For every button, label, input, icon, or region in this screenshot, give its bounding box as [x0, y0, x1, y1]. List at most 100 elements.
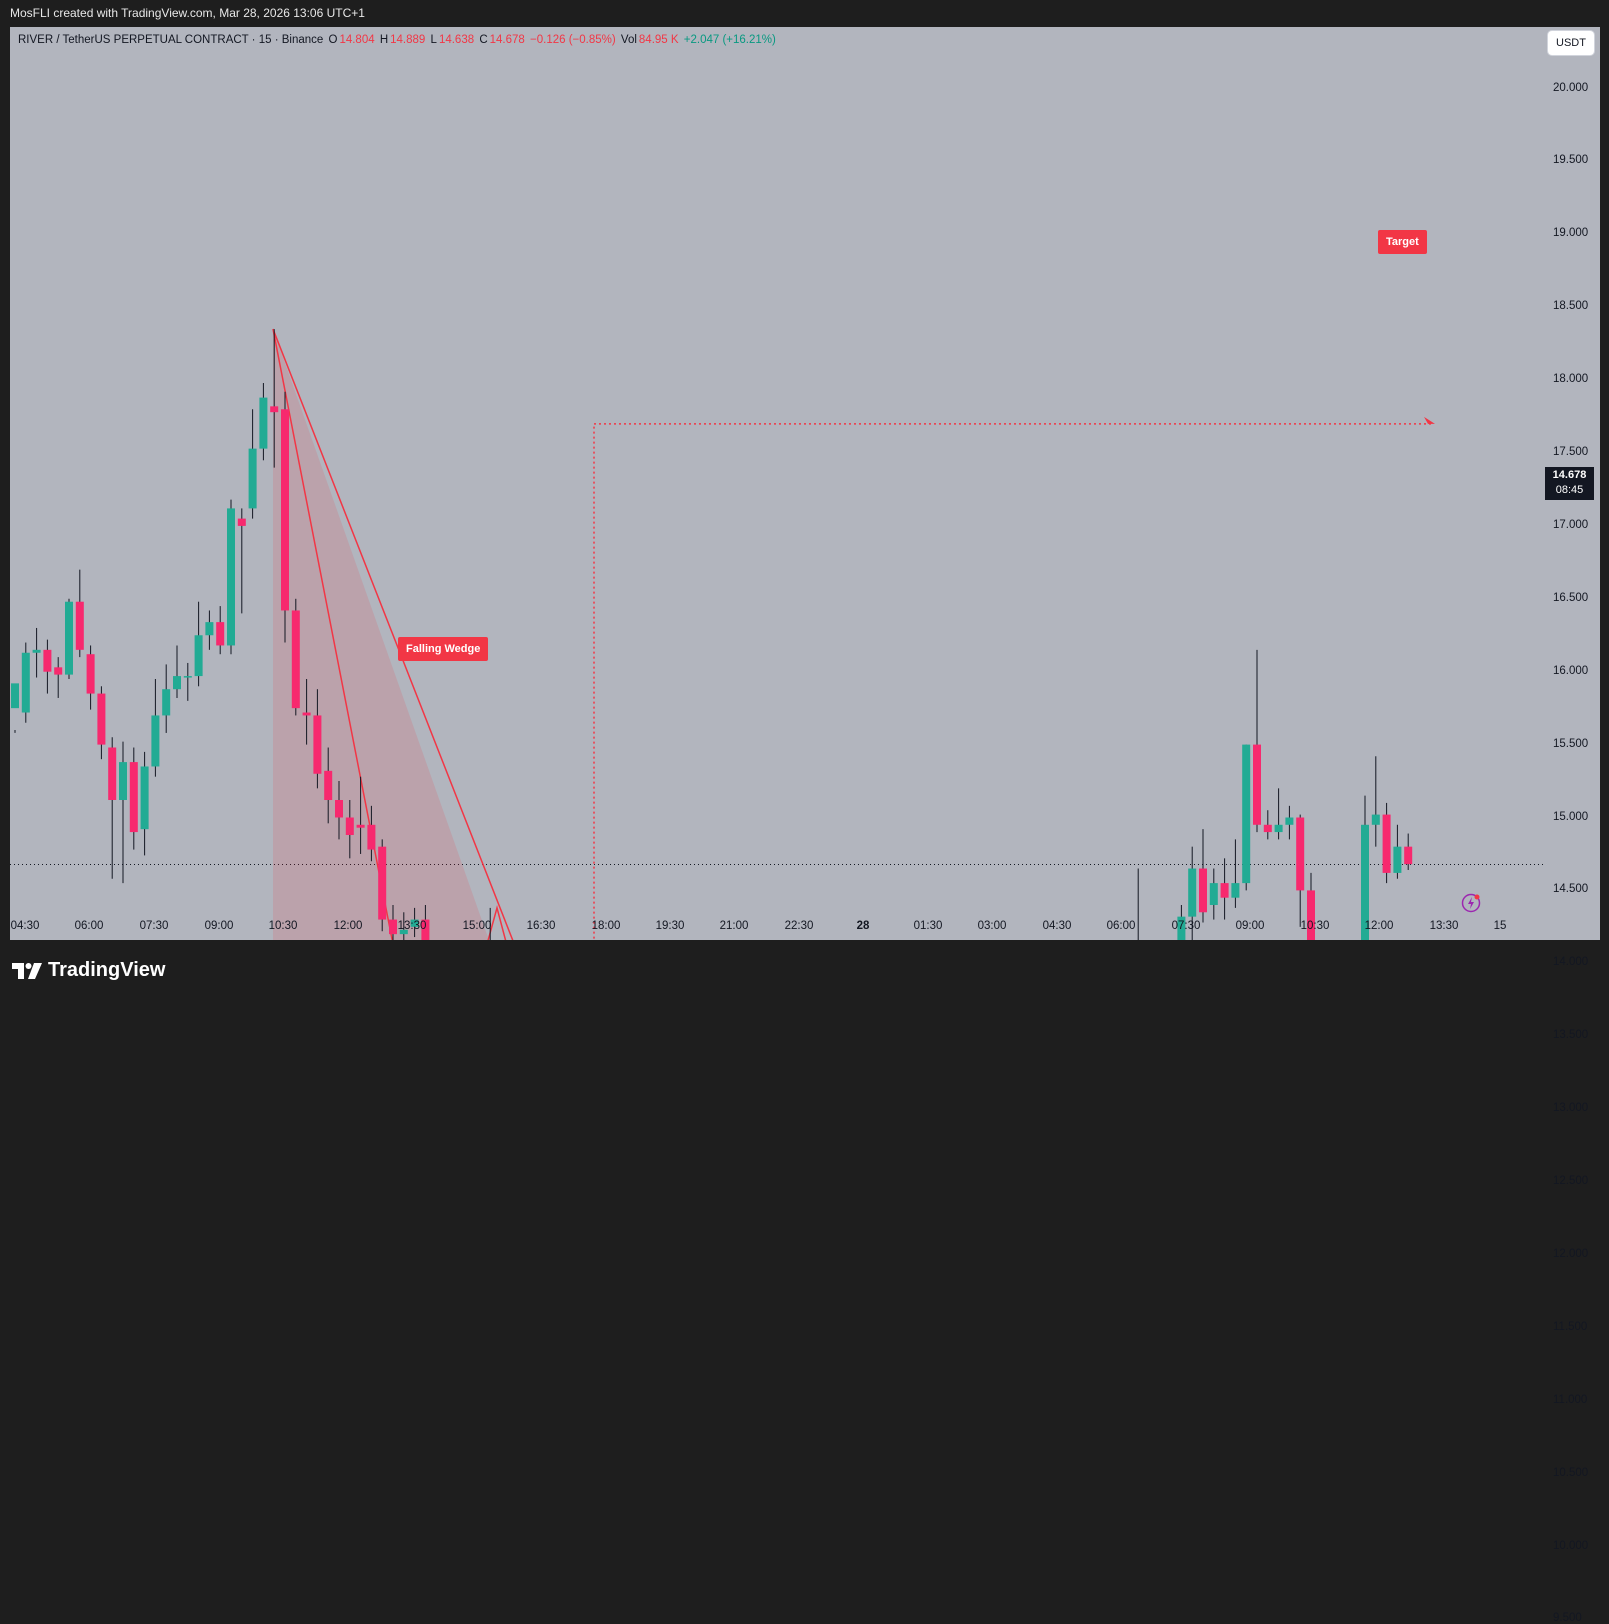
- candle-body: [1188, 868, 1197, 917]
- symbol-legend: RIVER / TetherUS PERPETUAL CONTRACT · 15…: [18, 34, 778, 46]
- candle: [1361, 795, 1369, 940]
- candle-body: [11, 683, 19, 709]
- candle: [259, 383, 268, 461]
- candle: [227, 499, 235, 655]
- candle-body: [389, 919, 397, 935]
- volume-change-value: +2.047 (+16.21%): [683, 34, 776, 46]
- chart-pane[interactable]: RIVER / TetherUS PERPETUAL CONTRACT · 15…: [10, 27, 1600, 1624]
- candle-body: [1361, 824, 1369, 940]
- candle-body: [1307, 890, 1315, 940]
- time-tick-label: 06:00: [1106, 920, 1136, 932]
- candle: [302, 678, 311, 745]
- candle: [1382, 802, 1391, 884]
- candle-body: [1296, 817, 1305, 891]
- candle-body: [281, 409, 289, 611]
- candle: [421, 904, 430, 940]
- price-tick-label: 18.500: [1553, 300, 1589, 313]
- candle: [151, 678, 160, 777]
- time-tick-label: 13:30: [1429, 920, 1459, 932]
- price-tick-label: 11.000: [1553, 1393, 1588, 1406]
- candle-body: [1371, 814, 1380, 825]
- candle: [248, 409, 257, 519]
- candle-body: [162, 689, 171, 716]
- candle-body: [410, 919, 419, 927]
- candle-body: [1274, 824, 1283, 833]
- candle-body: [129, 762, 138, 833]
- time-tick-label: 09:00: [1235, 920, 1265, 932]
- chart-canvas[interactable]: [10, 27, 1600, 940]
- price-tick-label: 12.000: [1553, 1247, 1589, 1260]
- candle-body: [1199, 868, 1207, 913]
- close-label: C: [479, 34, 488, 46]
- candle-body: [227, 508, 235, 646]
- candle: [1177, 904, 1186, 940]
- candle: [281, 391, 289, 643]
- candle: [54, 657, 63, 698]
- time-tick-label: 10:30: [268, 920, 298, 932]
- candle-body: [1177, 916, 1186, 940]
- candle: [65, 598, 73, 679]
- candle: [399, 912, 408, 940]
- last-price-tag: 14.678 08:45: [1545, 467, 1594, 500]
- high-value: 14.889: [390, 34, 426, 46]
- candle: [183, 662, 192, 701]
- candle-body: [32, 649, 41, 653]
- candle-body: [302, 712, 311, 716]
- candle: [356, 776, 365, 854]
- lightning-icon[interactable]: [1461, 893, 1481, 913]
- candle-body: [1209, 883, 1218, 905]
- candle: [21, 642, 30, 723]
- candle-body: [75, 601, 84, 650]
- candle-body: [335, 800, 343, 818]
- low-value: 14.638: [438, 34, 475, 46]
- candle-body: [205, 622, 214, 636]
- candle-body: [270, 406, 279, 413]
- target-arrow: [1424, 416, 1435, 424]
- price-tick-label: 13.500: [1553, 1029, 1589, 1042]
- price-tick-label: 13.000: [1553, 1102, 1589, 1115]
- price-tick-label: 12.500: [1553, 1175, 1589, 1187]
- tradingview-logo: TradingView: [12, 959, 165, 982]
- candle-body: [43, 649, 52, 672]
- price-tick-label: 20.000: [1553, 81, 1589, 94]
- time-tick-label: 13:30: [397, 920, 427, 932]
- candle: [1296, 814, 1305, 927]
- falling-wedge-label[interactable]: Falling Wedge: [398, 637, 489, 661]
- price-tick-label: 17.500: [1553, 446, 1589, 458]
- price-tick-label: 14.500: [1553, 883, 1589, 896]
- candle: [194, 601, 203, 687]
- currency-button[interactable]: USDT: [1548, 31, 1594, 55]
- candle: [173, 645, 181, 698]
- bar-countdown: 08:45: [1555, 484, 1584, 496]
- tradingview-logo-icon: [12, 962, 42, 979]
- volume-value: 84.95 K: [638, 34, 679, 46]
- time-tick-label: 07:30: [1171, 920, 1201, 932]
- price-tick-label: 10.500: [1553, 1466, 1589, 1479]
- candle: [489, 907, 491, 940]
- wedge-fill: [273, 329, 489, 940]
- time-tick-label: 28: [856, 920, 870, 932]
- candle: [1231, 839, 1240, 908]
- time-tick-label: 04:30: [10, 920, 40, 932]
- candle-body: [1253, 744, 1261, 825]
- candle: [389, 904, 397, 940]
- candle-body: [151, 715, 160, 767]
- open-label: O: [328, 34, 338, 46]
- price-tick-label: 10.000: [1553, 1539, 1589, 1552]
- target-label[interactable]: Target: [1378, 230, 1427, 254]
- candle: [335, 781, 343, 840]
- candle: [129, 747, 138, 850]
- candle: [367, 805, 376, 862]
- candle: [1220, 858, 1229, 920]
- time-tick-label: 12:00: [333, 920, 363, 932]
- candle-body: [86, 654, 95, 694]
- candle-body: [324, 770, 333, 801]
- candle: [1209, 868, 1218, 920]
- candle-body: [108, 747, 117, 801]
- candle: [216, 606, 225, 655]
- candle: [378, 839, 387, 932]
- candle-body: [140, 766, 149, 830]
- symbol-name[interactable]: RIVER / TetherUS PERPETUAL CONTRACT · 15…: [18, 34, 324, 46]
- candle: [1371, 756, 1380, 847]
- candle-body: [119, 762, 127, 801]
